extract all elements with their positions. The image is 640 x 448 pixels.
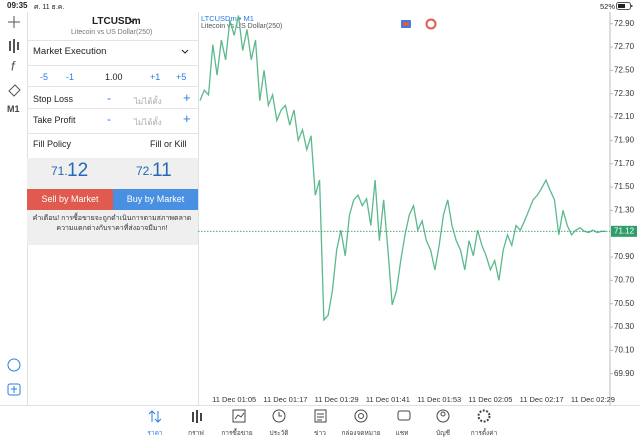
volume-row — [27, 64, 198, 87]
order-symbol[interactable]: LTCUSDm — [92, 16, 141, 27]
tab-label[interactable]: ข่าว — [314, 430, 326, 437]
warning-text: คำเตือน! การซื้อขายจะถูกดำเนินการตามสภาพ… — [32, 215, 192, 232]
toolbar-icons[interactable]: f — [6, 16, 22, 126]
status-date: ศ. 11 ธ.ค. — [34, 4, 65, 11]
tab-bar — [0, 405, 640, 448]
stop-loss-minus[interactable]: - — [107, 91, 111, 105]
take-profit-minus[interactable]: - — [107, 112, 111, 126]
price-area — [27, 158, 198, 189]
battery-icon — [616, 2, 633, 10]
x-tick-label: 11 Dec 02:17 — [520, 395, 564, 404]
volume-plus1[interactable]: +1 — [150, 72, 161, 82]
chevron — [181, 49, 189, 54]
fill-policy-value[interactable]: Fill or Kill — [150, 139, 187, 149]
take-profit-value[interactable]: ไม่ได้ตั้ง — [134, 118, 162, 127]
tab-label[interactable]: บัญชี — [435, 430, 451, 437]
tab-label[interactable]: แชท — [395, 430, 409, 437]
chevron — [128, 18, 136, 23]
x-tick-label: 11 Dec 01:05 — [212, 395, 256, 404]
x-tick-label: 11 Dec 01:17 — [263, 395, 307, 404]
volume-minus5[interactable]: -5 — [40, 72, 49, 82]
volume-value[interactable]: 1.00 — [105, 72, 123, 82]
x-tick-label: 11 Dec 02:05 — [468, 395, 512, 404]
fill-policy-label: Fill Policy — [33, 139, 72, 149]
timeframe[interactable]: M1 — [7, 104, 20, 114]
stop-loss-plus[interactable]: + — [183, 90, 191, 105]
execution-row[interactable] — [27, 40, 198, 66]
take-profit-plus[interactable]: + — [183, 111, 191, 126]
y-tick-label: 71.50 — [614, 182, 635, 191]
tab-label[interactable]: กล่องจดหมาย — [341, 430, 381, 437]
sell-price-small: 71. — [51, 164, 68, 178]
sell-button[interactable]: Sell by Market — [27, 189, 113, 210]
take-profit-label: Take Profit — [33, 115, 76, 125]
sell-price-large: 12 — [67, 160, 89, 181]
sl-tp-divider — [27, 108, 198, 134]
y-tick-label: 71.70 — [614, 159, 635, 168]
battery-percent: 52% — [600, 2, 616, 11]
x-tick-label: 11 Dec 01:53 — [417, 395, 461, 404]
tab-label[interactable]: การตั้งค่า — [470, 430, 498, 437]
x-tick-label: 11 Dec 02:29 — [571, 395, 615, 404]
execution-type[interactable]: Market Execution — [33, 46, 107, 57]
chart: 72.90 72.70 72.50 72.30 72.10 71.90 71.70 71.50… — [198, 12, 637, 406]
status-time: 09:35 — [7, 1, 28, 10]
tab-icons[interactable] — [140, 408, 500, 426]
tab-label[interactable]: การซื้อขาย — [221, 430, 253, 437]
y-tick-label: 72.50 — [614, 65, 635, 74]
buy-price-large: 11 — [152, 160, 172, 181]
y-tick-label: 71.30 — [614, 205, 635, 214]
last-price-label: 71.12 — [614, 226, 635, 235]
y-tick-label: 70.90 — [614, 252, 635, 261]
warning-area — [27, 210, 198, 245]
tab-label[interactable]: ประวัติ — [269, 430, 289, 437]
y-tick-label: 72.30 — [614, 89, 635, 98]
y-tick-label: 72.10 — [614, 112, 635, 121]
stop-loss-label: Stop Loss — [33, 94, 74, 104]
volume-minus1[interactable]: -1 — [66, 72, 75, 82]
order-description: Litecoin vs US Dollar(250) — [71, 29, 153, 36]
y-tick-label: 71.90 — [614, 135, 635, 144]
x-tick-label: 11 Dec 01:29 — [315, 395, 359, 404]
chart-subtitle: Litecoin vs US Dollar(250) — [201, 23, 283, 30]
svg-text:f: f — [11, 58, 16, 73]
panel-blank — [27, 245, 199, 405]
y-tick-label: 70.30 — [614, 322, 635, 331]
y-tick-label: 70.10 — [614, 345, 635, 354]
y-tick-label: 72.70 — [614, 42, 635, 51]
tab-label[interactable]: ราคา — [147, 430, 163, 437]
chart-title: LTCUSDm • M1 — [201, 14, 254, 23]
x-tick-label: 11 Dec 01:41 — [366, 395, 410, 404]
y-tick-label: 70.70 — [614, 275, 635, 284]
last-price-box — [611, 225, 637, 237]
volume-plus5[interactable]: +5 — [176, 72, 187, 82]
y-tick-label: 72.90 — [614, 19, 635, 28]
y-tick-label: 69.90 — [614, 369, 635, 378]
y-tick-label: 70.50 — [614, 299, 635, 308]
order-panel — [27, 12, 199, 245]
buy-button[interactable]: Buy by Market — [113, 189, 198, 210]
price-line — [199, 15, 606, 322]
tab-label[interactable]: กราฟ — [188, 430, 204, 437]
toolbar-bottom-icons[interactable] — [6, 358, 22, 398]
stop-loss-value[interactable]: ไม่ได้ตั้ง — [134, 97, 162, 106]
buy-price-small: 72. — [136, 164, 153, 178]
chart-header-icons[interactable] — [400, 18, 440, 30]
